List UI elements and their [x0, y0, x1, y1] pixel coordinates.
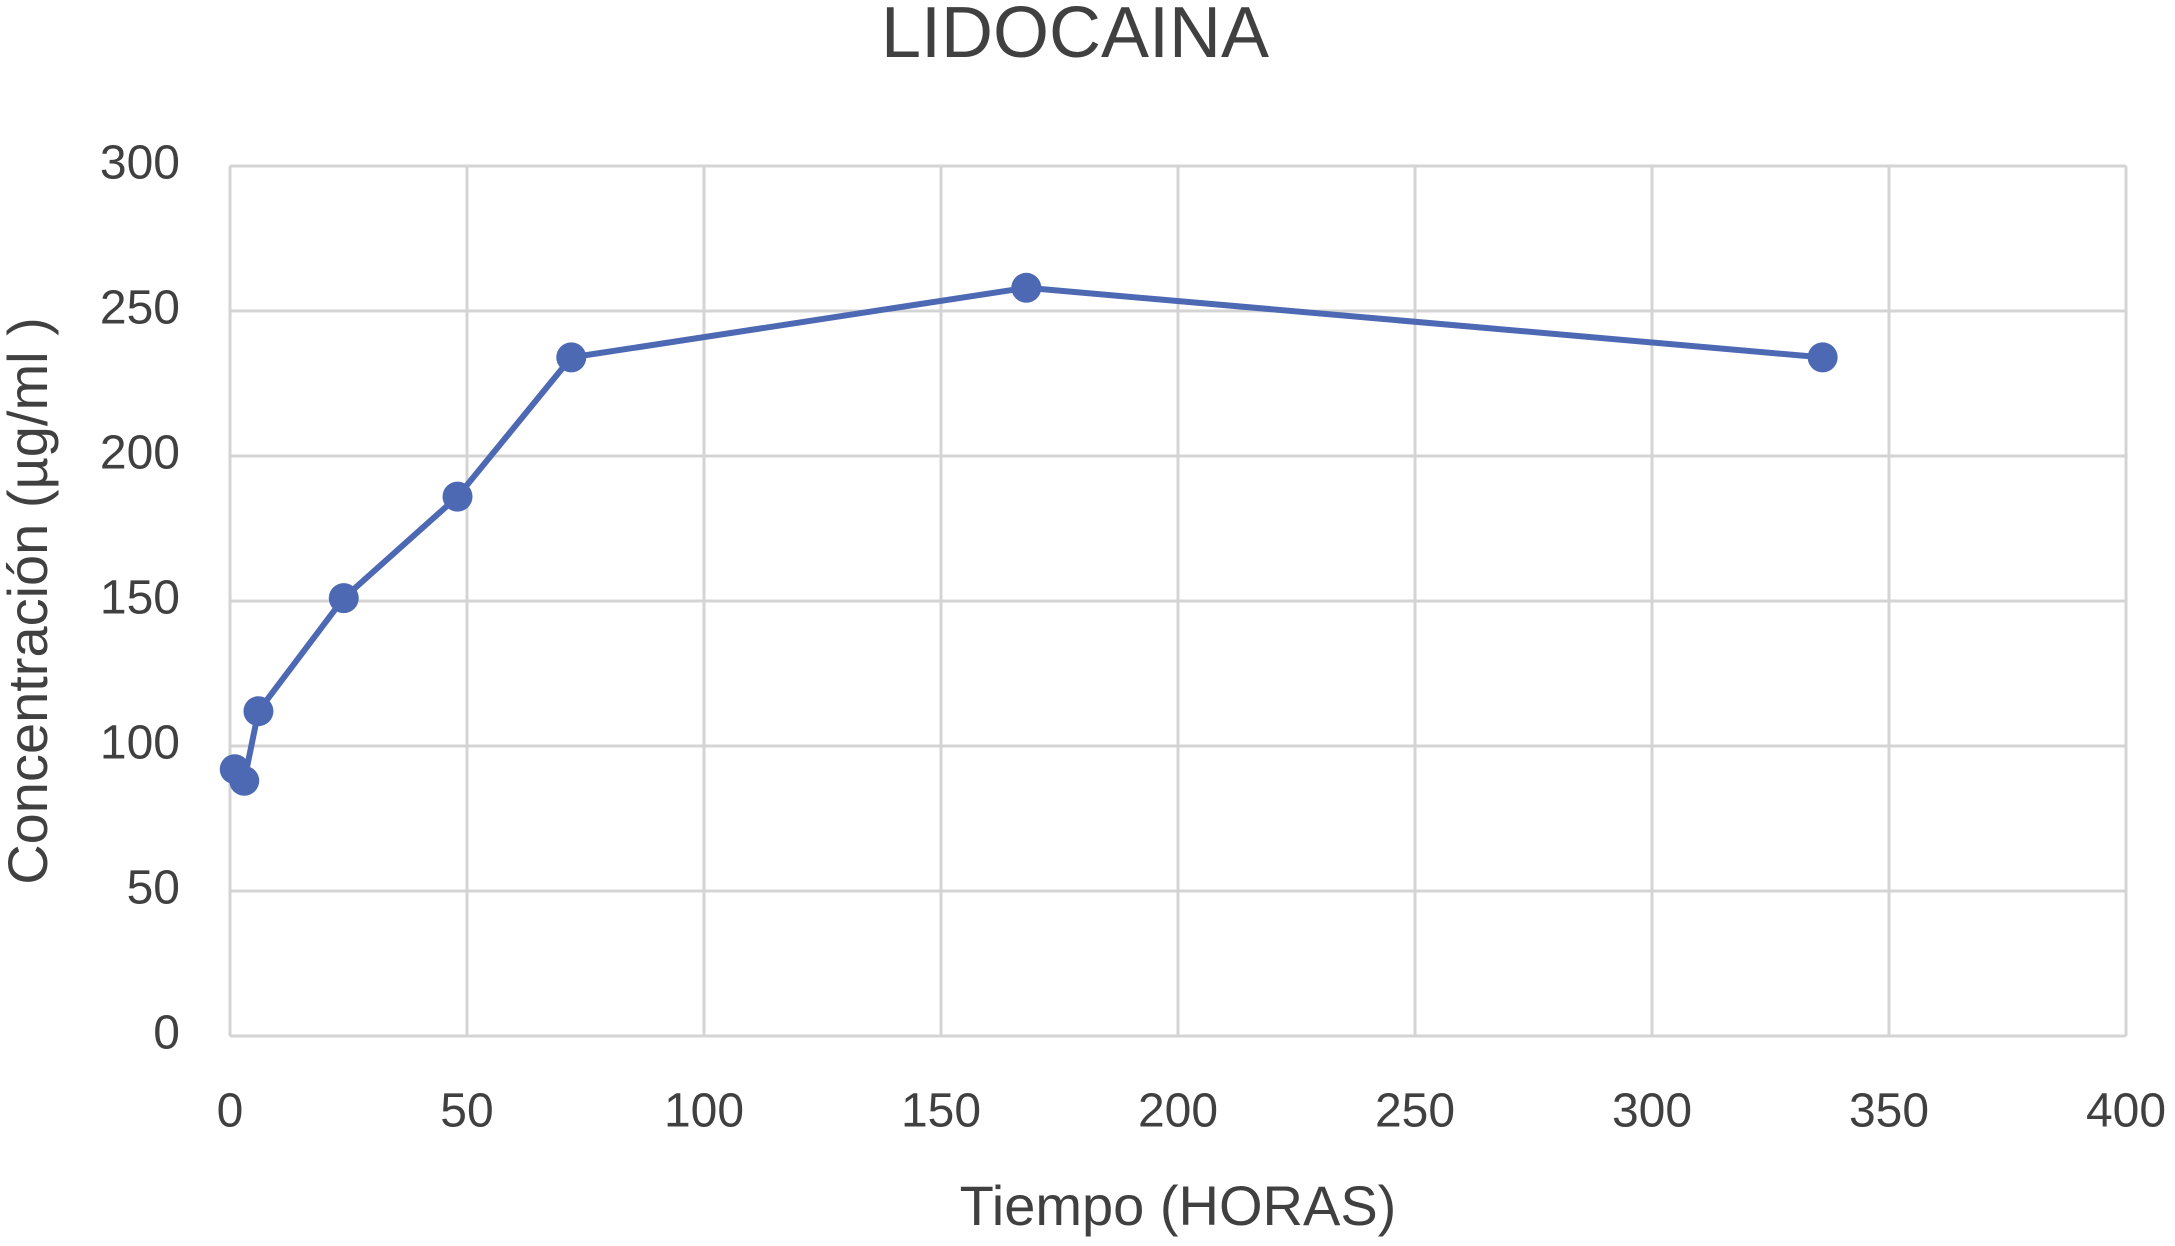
- y-axis-label: Concentración (µg/ml ): [0, 317, 59, 885]
- x-tick-label: 300: [1612, 1085, 1692, 1138]
- marker: [556, 342, 587, 373]
- y-tick-label: 300: [100, 137, 180, 190]
- marker: [442, 481, 473, 512]
- x-tick-label: 50: [440, 1085, 493, 1138]
- x-axis-label: Tiempo (HORAS): [960, 1174, 1397, 1237]
- chart-title: LIDOCAINA: [881, 0, 1269, 73]
- x-tick-label: 100: [664, 1085, 744, 1138]
- y-tick-label: 0: [153, 1007, 180, 1060]
- x-tick-label: 200: [1138, 1085, 1218, 1138]
- x-tick-label: 400: [2086, 1085, 2166, 1138]
- x-tick-label: 250: [1375, 1085, 1455, 1138]
- marker: [328, 583, 359, 614]
- marker: [243, 696, 274, 727]
- y-tick-label: 100: [100, 717, 180, 770]
- marker: [229, 765, 260, 796]
- y-tick-label: 150: [100, 572, 180, 625]
- line: [232, 284, 1823, 784]
- x-tick-label: 350: [1849, 1085, 1929, 1138]
- marker: [1011, 272, 1042, 303]
- x-tick-label: 150: [901, 1085, 981, 1138]
- y-tick-label: 250: [100, 282, 180, 335]
- y-tick-label: 50: [127, 862, 180, 915]
- marker: [1807, 342, 1838, 373]
- y-tick-label: 200: [100, 427, 180, 480]
- x-tick-label: 0: [217, 1085, 244, 1138]
